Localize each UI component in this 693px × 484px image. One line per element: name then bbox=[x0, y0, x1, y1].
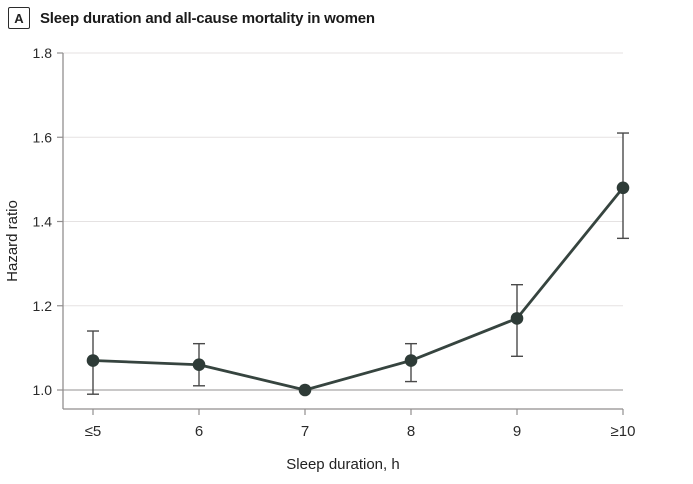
x-tick-label: ≥10 bbox=[611, 423, 636, 440]
data-point-≤5 bbox=[86, 354, 100, 367]
y-tick-label: 1.8 bbox=[33, 45, 53, 61]
series-line bbox=[91, 186, 625, 392]
data-point-8 bbox=[404, 354, 418, 367]
x-tick-label: 7 bbox=[301, 423, 309, 440]
data-point-6 bbox=[192, 358, 206, 372]
x-tick-label: 6 bbox=[195, 423, 203, 440]
y-axis-title: Hazard ratio bbox=[4, 200, 21, 282]
y-tick-label: 1.6 bbox=[33, 129, 53, 145]
figure-header: A Sleep duration and all-cause mortality… bbox=[8, 7, 375, 29]
data-point-≥10 bbox=[616, 181, 630, 195]
x-tick-label: 8 bbox=[407, 423, 415, 440]
data-point-7 bbox=[298, 383, 312, 397]
y-tick-label: 1.0 bbox=[33, 382, 53, 398]
x-axis-title: Sleep duration, h bbox=[286, 456, 399, 473]
x-tick-label: 9 bbox=[513, 423, 521, 440]
x-tick-label: ≤5 bbox=[85, 423, 102, 440]
hazard-ratio-line-chart: 1.0 1.2 1.4 1.6 1.8 ≤5 6 7 8 9 ≥10 Sleep duration, … bbox=[4, 45, 636, 473]
chart-area: 1.0 1.2 1.4 1.6 1.8 ≤5 6 7 8 9 ≥10 Sleep duration, … bbox=[0, 40, 693, 484]
figure-title: Sleep duration and all-cause mortality i… bbox=[40, 9, 375, 27]
data-point-9 bbox=[510, 312, 524, 325]
panel-label: A bbox=[8, 7, 30, 29]
y-tick-label: 1.2 bbox=[33, 298, 53, 314]
y-tick-label: 1.4 bbox=[33, 214, 53, 230]
